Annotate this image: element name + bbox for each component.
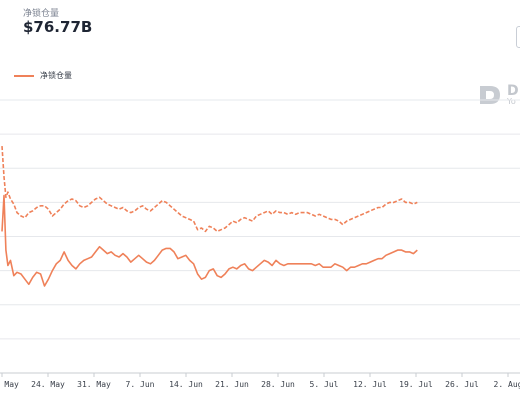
tvl-value: $76.77B (23, 18, 93, 36)
watermark-text: D (507, 83, 519, 99)
x-tick-label: 21. Jun (215, 380, 249, 389)
legend-swatch (14, 74, 34, 77)
watermark-subtext: Yo (507, 97, 516, 106)
x-tick-label: 14. Jun (169, 380, 203, 389)
x-tick-label: 2. Aug (494, 380, 520, 389)
x-tick-label: 24. May (31, 380, 65, 389)
x-tick-label: 17. May (0, 380, 19, 389)
x-tick-label: 31. May (77, 380, 111, 389)
x-tick-label: 12. Jul (353, 380, 387, 389)
x-tick-label: 5. Jul (310, 380, 339, 389)
series-line-tvl (1, 194, 418, 287)
menu-button[interactable] (516, 26, 520, 48)
legend-label: 净锁仓量 (40, 71, 72, 80)
series-line-dashed (1, 146, 418, 233)
x-tick-label: 26. Jul (445, 380, 479, 389)
x-tick-label: 19. Jul (399, 380, 433, 389)
tvl-label: 净锁仓量 (23, 9, 60, 19)
x-tick-label: 28. Jun (261, 380, 295, 389)
x-tick-label: 7. Jun (126, 380, 155, 389)
legend-item[interactable]: 净锁仓量 (14, 70, 72, 81)
